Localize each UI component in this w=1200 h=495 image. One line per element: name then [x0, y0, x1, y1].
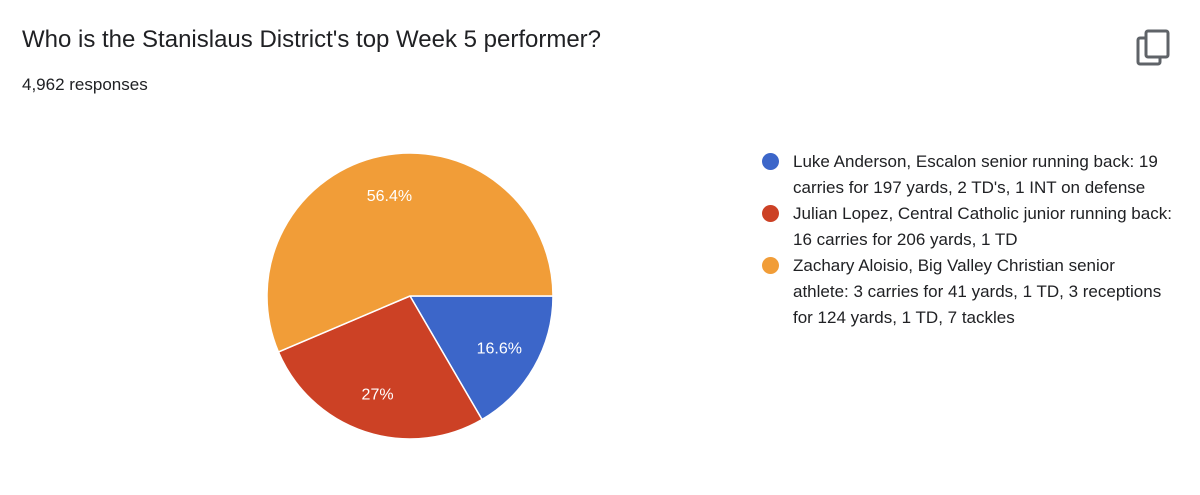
legend-item-0: Luke Anderson, Escalon senior running ba… — [762, 149, 1172, 201]
pie-slice-label-0: 16.6% — [477, 340, 522, 357]
pie-slice-2[interactable] — [266, 152, 554, 353]
response-count: 4,962 responses — [22, 75, 148, 94]
legend-item-2: Zachary Aloisio, Big Valley Christian se… — [762, 253, 1172, 331]
legend-label-0: Luke Anderson, Escalon senior running ba… — [793, 152, 1158, 197]
legend-label-2: Zachary Aloisio, Big Valley Christian se… — [793, 256, 1162, 327]
page-title: Who is the Stanislaus District's top Wee… — [22, 26, 602, 53]
copy-icon[interactable] — [1134, 26, 1178, 70]
pie-slice-0[interactable] — [408, 295, 554, 421]
legend-swatch-0 — [762, 153, 779, 170]
legend-label-1: Julian Lopez, Central Catholic junior ru… — [793, 204, 1172, 249]
legend-swatch-1 — [762, 205, 779, 222]
legend-item-1: Julian Lopez, Central Catholic junior ru… — [762, 201, 1172, 253]
pie-slice-1[interactable] — [277, 295, 484, 440]
pie-slice-label-1: 27% — [362, 387, 394, 404]
legend-swatch-2 — [762, 257, 779, 274]
chart-legend: Luke Anderson, Escalon senior running ba… — [762, 149, 1172, 331]
pie-chart: 16.6% 27% 56.4% — [266, 152, 554, 440]
pie-slice-label-2: 56.4% — [367, 188, 412, 205]
